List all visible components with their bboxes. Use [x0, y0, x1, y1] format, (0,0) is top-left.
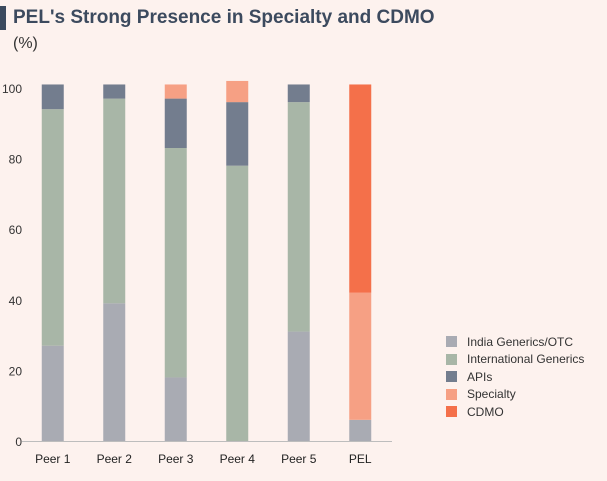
bar-segment [103, 84, 126, 99]
bar-segment [103, 303, 126, 441]
bar-segment [349, 84, 372, 293]
bar-segment [349, 419, 372, 441]
bar-segment [349, 292, 372, 420]
bar-segment [164, 377, 187, 441]
legend-label: APIs [467, 369, 493, 384]
bar-segment [41, 84, 64, 110]
legend-label: India Generics/OTC [467, 334, 574, 349]
x-tick-label: Peer 4 [220, 452, 256, 466]
legend-item: International Generics [446, 351, 584, 369]
bar-segment [226, 102, 249, 166]
y-tick-label: 60 [9, 223, 23, 237]
legend-swatch [446, 353, 457, 365]
legend-item: India Generics/OTC [446, 333, 584, 351]
y-axis-unit-label: (%) [13, 35, 38, 52]
legend-item: APIs [446, 368, 584, 386]
bar-segment [41, 109, 64, 346]
x-tick-label: PEL [349, 452, 372, 466]
x-tick-label: Peer 2 [97, 452, 133, 466]
y-tick-label: 20 [9, 364, 23, 378]
legend-label: International Generics [467, 352, 585, 367]
legend-label: CDMO [467, 404, 504, 419]
legend-item: CDMO [446, 403, 584, 421]
bar-segment [103, 98, 126, 304]
legend-item: Specialty [446, 386, 584, 404]
y-tick-label: 0 [15, 435, 22, 449]
legend-swatch [446, 406, 457, 418]
bar-segment [226, 165, 249, 441]
x-tick-label: Peer 5 [281, 452, 317, 466]
chart-legend: India Generics/OTC International Generics… [446, 333, 584, 421]
bar-segment [41, 345, 64, 441]
bar-segment [287, 102, 310, 332]
x-tick-label: Peer 3 [158, 452, 194, 466]
x-tick-label: Peer 1 [35, 452, 71, 466]
legend-swatch [446, 336, 457, 348]
y-tick-label: 80 [9, 153, 23, 167]
bar-segment [287, 84, 310, 103]
y-tick-label: 40 [9, 294, 23, 308]
bar-segment [164, 84, 187, 99]
chart-title: PEL's Strong Presence in Specialty and C… [13, 7, 435, 28]
bar-segment [164, 148, 187, 378]
legend-swatch [446, 388, 457, 400]
title-accent-bar [0, 6, 6, 30]
bar-segment [287, 331, 310, 441]
legend-label: Specialty [467, 387, 516, 402]
legend-swatch [446, 371, 457, 383]
bar-segment [164, 98, 187, 149]
y-tick-label: 100 [2, 82, 22, 96]
bar-segment [226, 80, 249, 103]
